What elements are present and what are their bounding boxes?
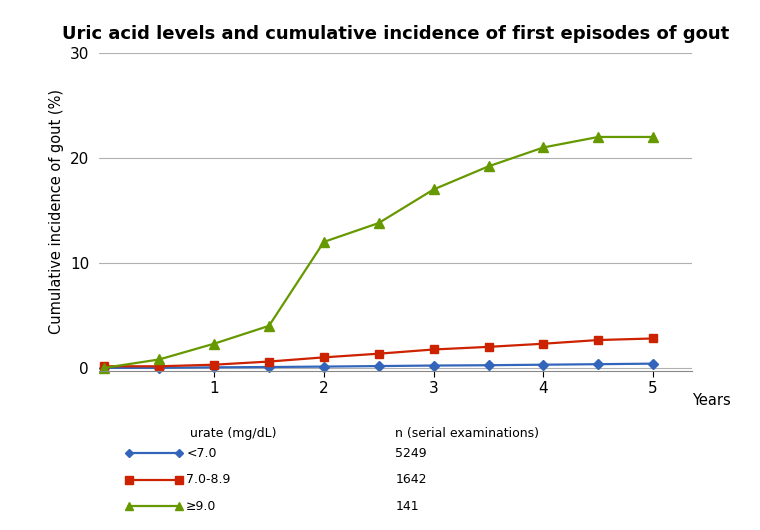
Text: 5249: 5249	[395, 447, 427, 460]
Text: 1642: 1642	[395, 473, 426, 486]
Text: Years: Years	[692, 393, 730, 408]
Text: n (serial examinations): n (serial examinations)	[395, 427, 539, 440]
Text: urate (mg/dL): urate (mg/dL)	[190, 427, 277, 440]
Text: ≥9.0: ≥9.0	[186, 500, 217, 513]
Text: 141: 141	[395, 500, 419, 513]
Text: 7.0-8.9: 7.0-8.9	[186, 473, 230, 486]
Text: <7.0: <7.0	[186, 447, 217, 460]
Y-axis label: Cumulative incidence of gout (%): Cumulative incidence of gout (%)	[49, 90, 64, 334]
Title: Uric acid levels and cumulative incidence of first episodes of gout: Uric acid levels and cumulative incidenc…	[62, 25, 729, 43]
